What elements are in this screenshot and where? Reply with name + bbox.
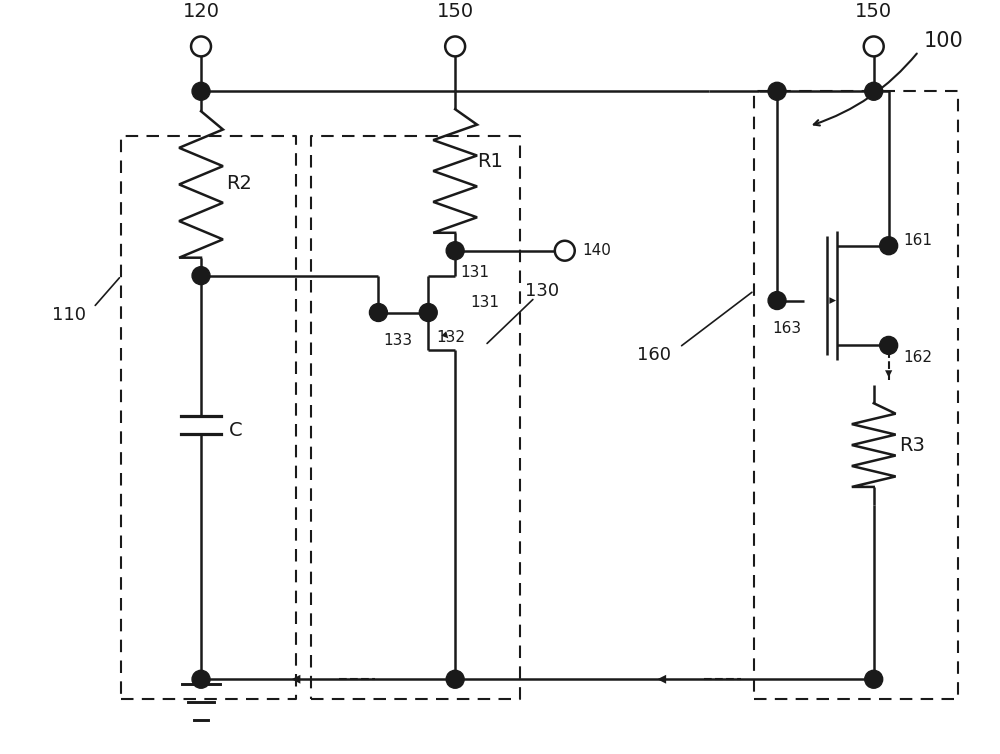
Circle shape <box>192 82 210 100</box>
Text: 132: 132 <box>436 330 465 345</box>
Circle shape <box>768 292 786 310</box>
Circle shape <box>192 267 210 284</box>
Circle shape <box>446 670 464 688</box>
Circle shape <box>191 36 211 57</box>
Text: R2: R2 <box>226 174 252 193</box>
Text: 100: 100 <box>924 32 963 51</box>
Circle shape <box>864 36 884 57</box>
Circle shape <box>369 304 387 321</box>
Text: 131: 131 <box>470 295 499 310</box>
Circle shape <box>880 237 898 255</box>
Text: 110: 110 <box>52 306 86 324</box>
Text: 120: 120 <box>183 2 220 21</box>
Text: 140: 140 <box>583 244 612 258</box>
Circle shape <box>419 304 437 321</box>
Circle shape <box>865 82 883 100</box>
Text: 133: 133 <box>383 333 413 348</box>
Text: R1: R1 <box>477 152 503 170</box>
Circle shape <box>446 242 464 259</box>
Text: C: C <box>229 421 243 440</box>
Text: 161: 161 <box>904 233 933 248</box>
Circle shape <box>555 241 575 261</box>
Text: 160: 160 <box>637 346 671 364</box>
Text: 150: 150 <box>855 2 892 21</box>
Text: R3: R3 <box>899 436 925 455</box>
Circle shape <box>865 670 883 688</box>
Circle shape <box>445 36 465 57</box>
Circle shape <box>768 82 786 100</box>
Text: 131: 131 <box>460 265 489 280</box>
Circle shape <box>192 670 210 688</box>
Circle shape <box>880 336 898 354</box>
Text: 130: 130 <box>525 281 559 299</box>
Text: 162: 162 <box>904 350 933 365</box>
Text: 163: 163 <box>772 321 801 336</box>
Text: 150: 150 <box>437 2 474 21</box>
